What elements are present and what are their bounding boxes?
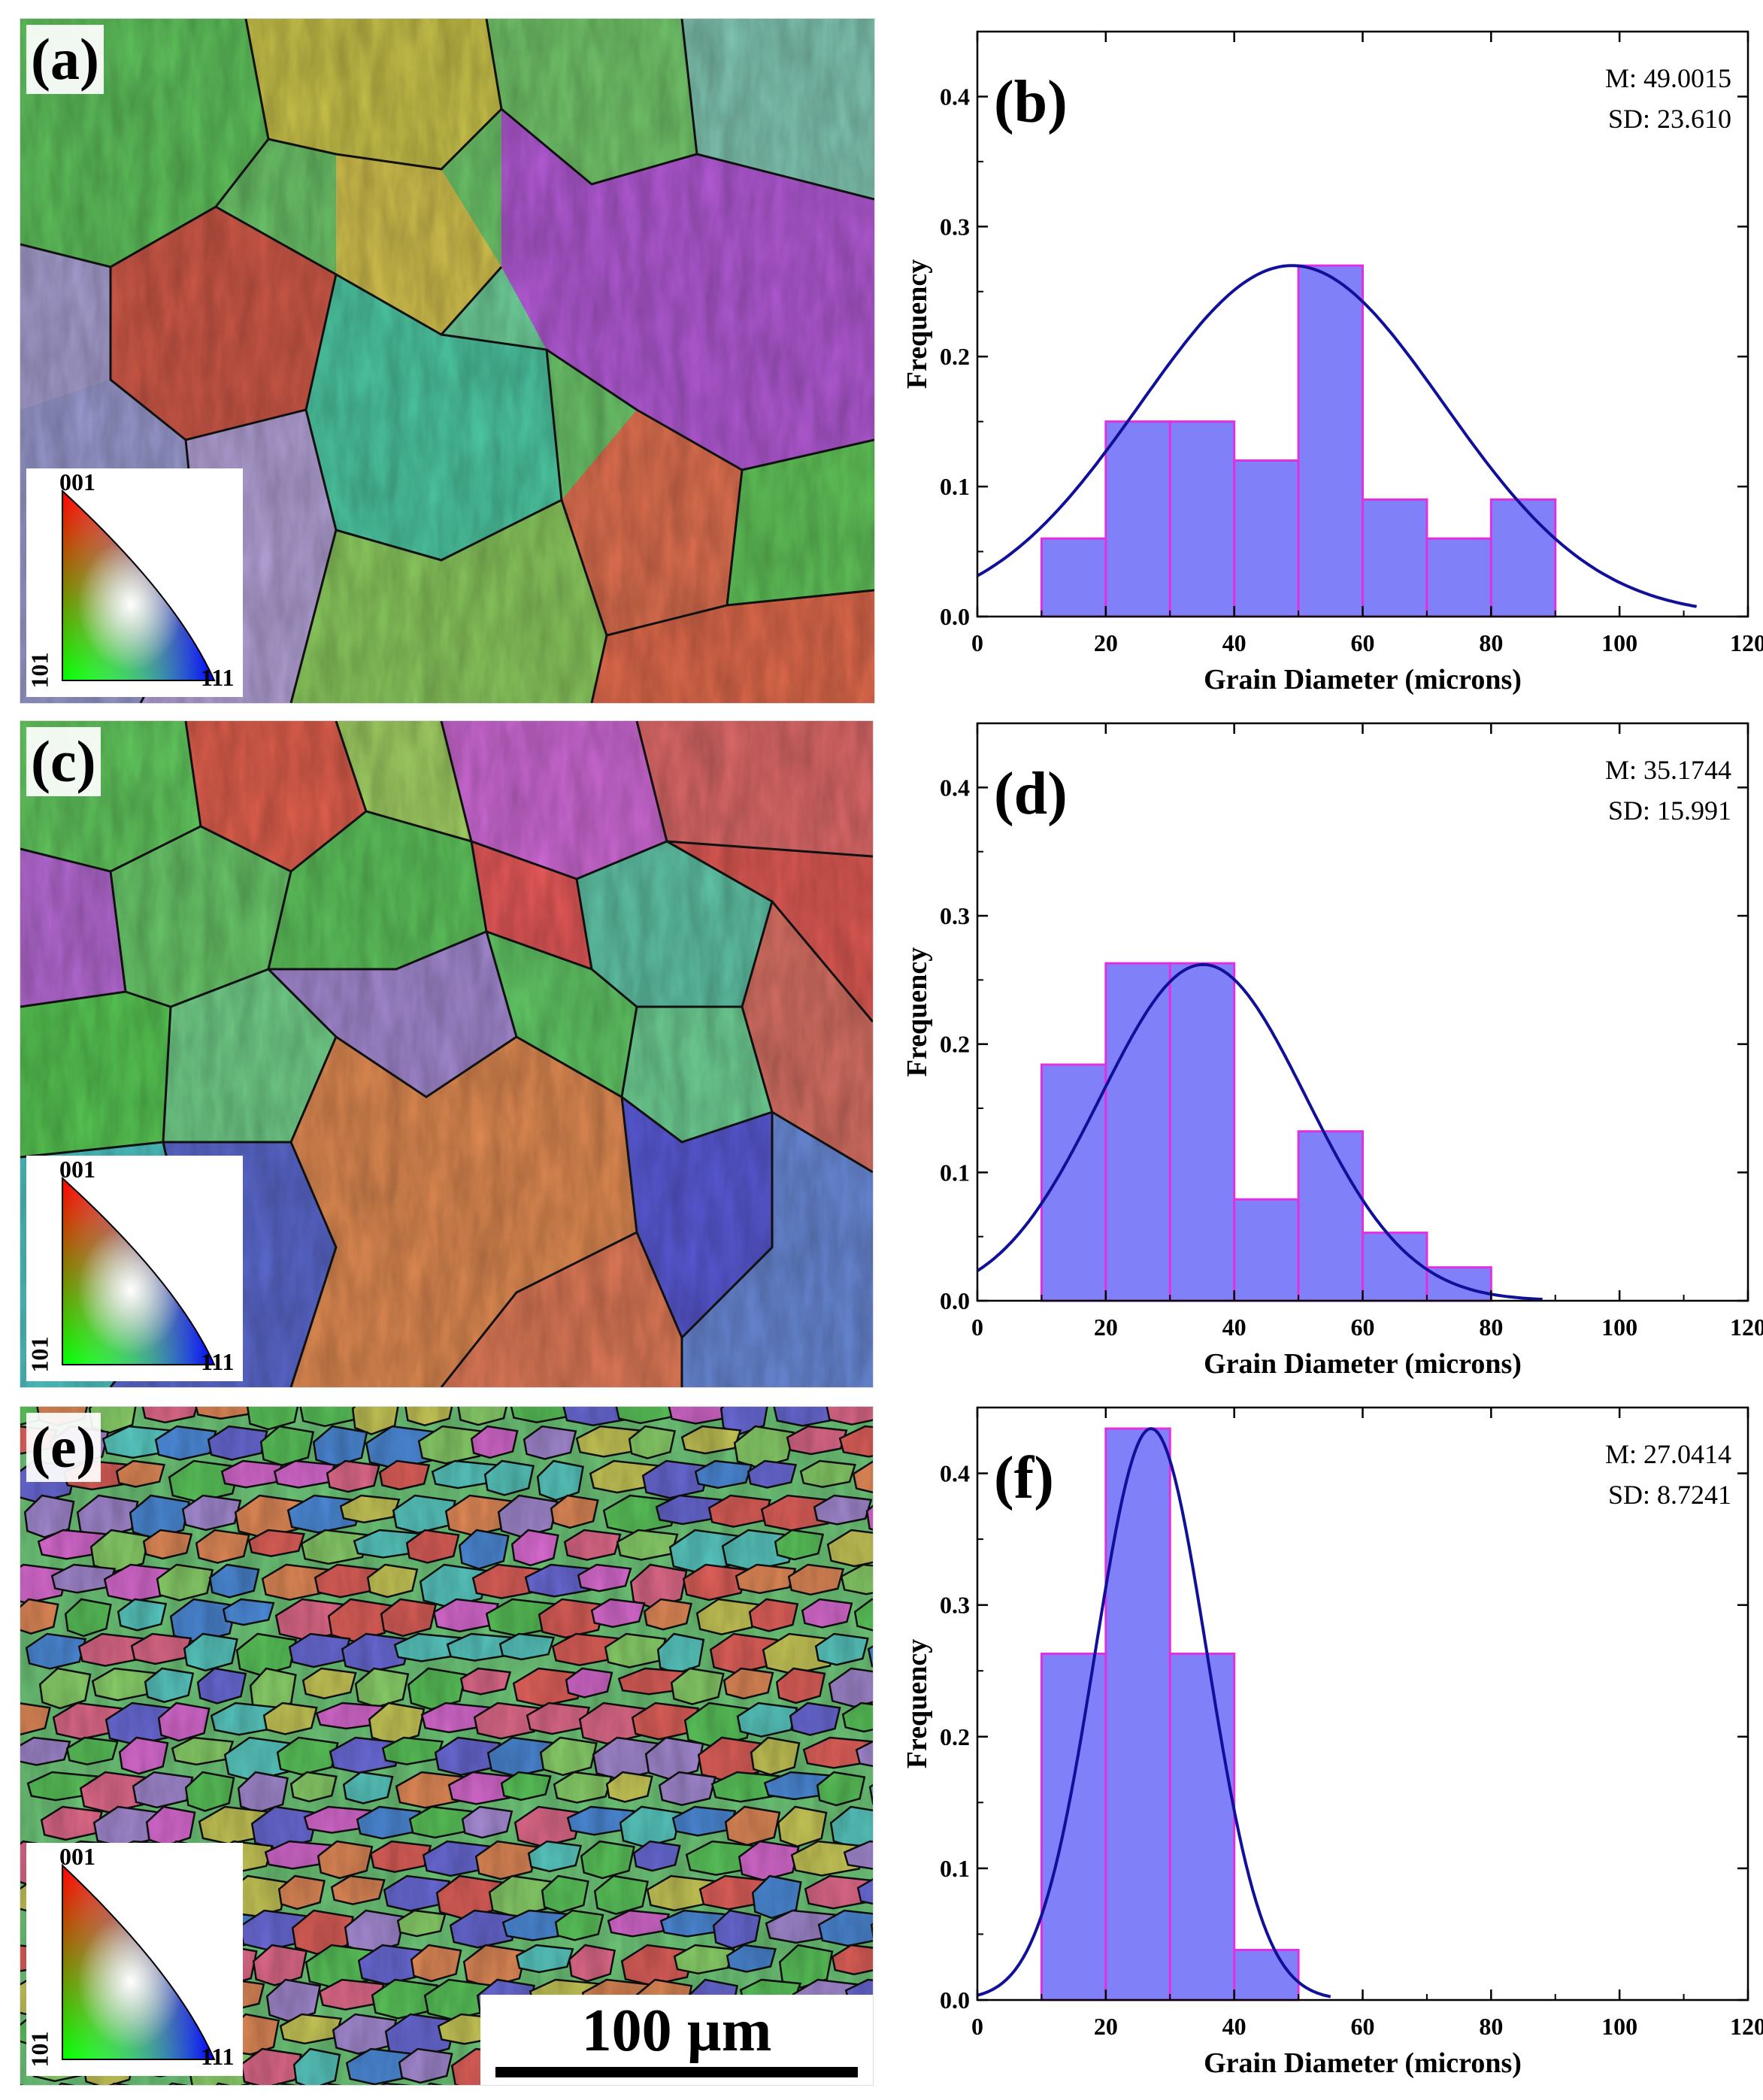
x-axis-title: Grain Diameter (microns)	[1204, 664, 1522, 695]
stats-mean: M: 35.1744	[1605, 755, 1731, 785]
ipf-map-a-image	[20, 19, 874, 703]
histogram-bar	[1233, 459, 1300, 618]
histogram-bar	[1104, 1427, 1171, 2002]
y-tick-label: 0.3	[940, 213, 970, 240]
histogram-bar	[1233, 1198, 1300, 1302]
ipf-legend-e-101: 101	[26, 2031, 53, 2068]
histogram-bar	[1104, 420, 1171, 618]
x-tick-label: 40	[1222, 629, 1247, 656]
x-tick-label: 100	[1601, 1314, 1637, 1341]
x-axis-title: Grain Diameter (microns)	[1204, 1348, 1522, 1380]
normal-fit-curve	[977, 264, 1698, 608]
y-tick-label: 0.1	[940, 473, 970, 500]
histogram-bar	[1489, 498, 1557, 618]
x-tick-label: 80	[1479, 629, 1503, 656]
x-tick-label: 100	[1601, 629, 1637, 656]
normal-fit-curve	[977, 1427, 1331, 1998]
x-tick-label: 20	[1094, 629, 1118, 656]
histogram-bar	[1297, 1130, 1364, 1302]
y-axis-title: Frequency	[901, 947, 933, 1077]
x-axis-title: Grain Diameter (microns)	[1204, 2047, 1522, 2079]
histogram-d: 0 20 40 60 80 100 120 0.0 0.1 0.2 0.3 0.4 Grain Diam…	[901, 722, 1763, 1380]
histogram-bar	[1040, 537, 1107, 618]
ipf-legend-a-001: 001	[59, 468, 95, 495]
x-tick-label: 60	[1351, 629, 1375, 656]
x-tick-label: 0	[971, 1314, 983, 1341]
histogram-bar	[1233, 1948, 1300, 2002]
y-tick-label: 0.4	[940, 1460, 970, 1487]
ipf-legend-a: 001 101 111	[26, 468, 243, 697]
x-tick-label: 0	[971, 2013, 983, 2040]
normal-fit-curve	[976, 962, 1543, 1302]
y-tick-label: 0.0	[940, 603, 970, 630]
ipf-legend-e-001: 001	[59, 1843, 95, 1870]
map-a-label: (a)	[26, 25, 104, 94]
x-tick-label: 120	[1730, 629, 1763, 656]
ipf-legend-e: 001 101 111	[26, 1843, 243, 2076]
x-tick-label: 20	[1094, 2013, 1118, 2040]
ipf-map-c: (c) 001 101 111	[20, 720, 874, 1388]
scale-bar-label: 100 µm	[581, 1998, 772, 2064]
histogram-bar	[1040, 1652, 1107, 2002]
chart-panel-label: (f)	[994, 1445, 1054, 1511]
y-tick-label: 0.3	[940, 1592, 970, 1619]
y-tick-label: 0.1	[940, 1159, 970, 1186]
x-tick-label: 20	[1094, 1314, 1118, 1341]
x-tick-label: 40	[1222, 1314, 1247, 1341]
y-tick-label: 0.4	[940, 83, 970, 110]
stats-sd: SD: 8.7241	[1608, 1480, 1731, 1510]
ipf-legend-c-111: 111	[201, 1348, 235, 1375]
y-tick-label: 0.4	[940, 774, 970, 801]
y-tick-label: 0.2	[940, 343, 970, 370]
histogram-f: 0 20 40 60 80 100 120 0.0 0.1 0.2 0.3 0.4 Grain Diam…	[901, 1406, 1763, 2079]
scale-bar: 100 µm	[480, 1995, 873, 2085]
ipf-map-e: (e) 001 101 111 100 µm	[20, 1406, 874, 2086]
y-tick-label: 0.1	[940, 1855, 970, 1882]
x-tick-label: 60	[1351, 2013, 1375, 2040]
y-axis-title: Frequency	[901, 1639, 933, 1768]
ipf-map-a: (a) 001 101 111	[20, 18, 875, 704]
y-axis-title: Frequency	[901, 259, 933, 389]
map-c-label: (c)	[26, 727, 101, 796]
histogram-bar	[1168, 420, 1236, 618]
x-tick-label: 120	[1730, 2013, 1763, 2040]
stats-mean: M: 49.0015	[1605, 63, 1731, 93]
x-tick-label: 80	[1479, 2013, 1503, 2040]
ipf-legend-c-101: 101	[26, 1336, 53, 1373]
histogram-b: 0 20 40 60 80 100 120 0.0 0.1 0.2 0.3 0.4 Grain Diam…	[901, 30, 1763, 695]
stats-mean: M: 27.0414	[1605, 1439, 1731, 1469]
ipf-legend-e-111: 111	[201, 2043, 235, 2070]
stats-sd: SD: 23.610	[1608, 104, 1731, 134]
x-tick-label: 80	[1479, 1314, 1503, 1341]
ipf-legend-c: 001 101 111	[26, 1156, 243, 1381]
histogram-bar	[1104, 962, 1171, 1302]
ipf-legend-a-101: 101	[26, 652, 53, 689]
x-tick-label: 100	[1601, 2013, 1637, 2040]
ipf-legend-c-001: 001	[59, 1156, 95, 1183]
ipf-legend-a-111: 111	[201, 664, 235, 691]
histogram-bar	[1040, 1063, 1107, 1302]
histogram-bar	[1168, 962, 1236, 1302]
y-tick-label: 0.2	[940, 1031, 970, 1058]
x-tick-label: 0	[971, 629, 983, 656]
x-tick-label: 120	[1730, 1314, 1763, 1341]
histogram-bar	[1362, 498, 1428, 618]
chart-panel-label: (d)	[994, 761, 1068, 827]
histogram-bar	[1425, 537, 1492, 618]
y-tick-label: 0.0	[940, 1287, 970, 1314]
histogram-bar	[1297, 264, 1364, 618]
histogram-bar	[1168, 1652, 1236, 2002]
y-tick-label: 0.0	[940, 1986, 970, 2014]
map-e-label: (e)	[26, 1413, 101, 1482]
stats-sd: SD: 15.991	[1608, 795, 1731, 826]
chart-panel-label: (b)	[994, 69, 1068, 135]
x-tick-label: 60	[1351, 1314, 1375, 1341]
y-tick-label: 0.2	[940, 1723, 970, 1750]
x-tick-label: 40	[1222, 2013, 1247, 2040]
y-tick-label: 0.3	[940, 902, 970, 929]
scale-bar-line	[495, 2067, 858, 2077]
